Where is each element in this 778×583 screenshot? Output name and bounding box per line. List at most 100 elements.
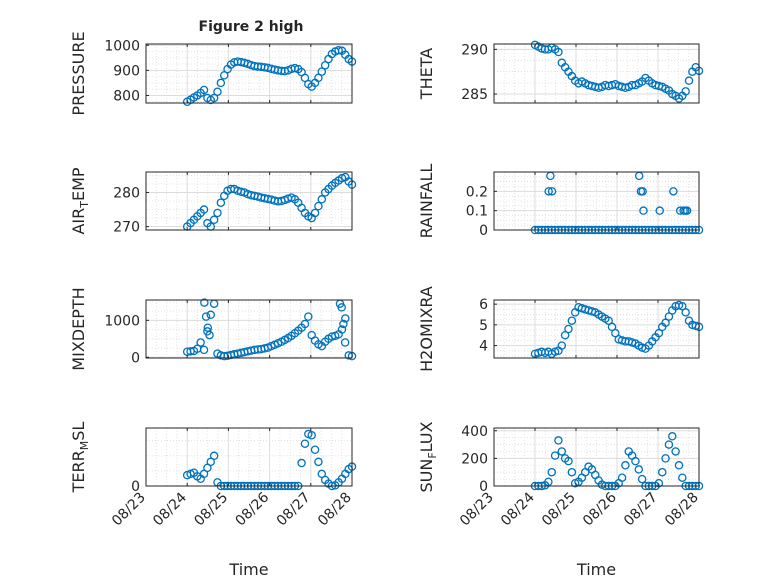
data-point — [337, 325, 347, 334]
axes-box — [493, 427, 700, 487]
x-tick-label: 08/25 — [191, 490, 231, 530]
y-tick-label: 400 — [461, 424, 488, 440]
y-tick-label: 200 — [461, 451, 488, 467]
data-point — [564, 324, 573, 334]
data-point — [674, 461, 684, 470]
subplot-mixdepth: 0 1000 MIXDEPTH — [69, 287, 357, 371]
data-point — [611, 328, 620, 338]
data-point — [196, 338, 205, 347]
x-tick-label: 08/27 — [621, 490, 661, 530]
y-tick-label: 1000 — [104, 38, 140, 54]
data-point — [654, 478, 664, 488]
y-tick-label: 280 — [113, 185, 140, 201]
y-tick-label: 5 — [479, 318, 488, 334]
data-point — [617, 473, 627, 482]
y-axis-label: H2OMIXRA — [417, 286, 436, 372]
data-point — [554, 47, 563, 57]
data-point — [219, 71, 229, 80]
y-tick-label: 0 — [131, 350, 140, 366]
figure-title: Figure 2 high — [199, 19, 304, 35]
data-point — [654, 328, 664, 338]
data-series — [182, 298, 357, 361]
x-axis-label: Time — [228, 560, 268, 579]
data-point — [544, 477, 553, 487]
y-tick-label: 270 — [113, 220, 140, 236]
y-axis-label: THETA — [417, 48, 436, 100]
y-tick-label: 4 — [479, 339, 488, 355]
data-point — [209, 215, 219, 225]
y-axis-label: TERRMSL — [69, 422, 91, 494]
axes-box — [145, 171, 353, 231]
data-point — [550, 451, 560, 460]
data-point — [300, 319, 310, 329]
data-point — [314, 457, 323, 467]
x-tick-label: 08/27 — [274, 490, 314, 530]
y-tick-label: 0 — [479, 223, 488, 239]
subplot-h2omixra: 4 5 6 H2OMIXRA — [417, 286, 704, 372]
data-point — [199, 345, 209, 355]
data-point — [560, 330, 570, 340]
data-point — [567, 316, 577, 325]
y-tick-label: 900 — [113, 63, 140, 79]
data-point — [668, 432, 677, 441]
data-point — [681, 308, 690, 317]
data-point — [671, 447, 680, 456]
data-point — [682, 206, 692, 215]
data-point — [567, 467, 577, 477]
axes-box — [493, 171, 700, 231]
x-tick-label: 08/24 — [150, 489, 190, 529]
grid — [145, 44, 353, 103]
data-point — [655, 206, 664, 215]
data-point — [604, 316, 613, 325]
data-point — [310, 445, 320, 454]
data-point — [678, 301, 687, 311]
axes-box — [493, 299, 700, 359]
y-tick-label: 0.2 — [466, 184, 488, 200]
data-point — [205, 330, 214, 340]
x-tick-label: 08/23 — [109, 490, 149, 530]
data-point — [209, 451, 219, 461]
y-tick-label: 290 — [461, 42, 488, 58]
data-point — [678, 473, 687, 482]
data-point — [664, 440, 674, 449]
data-point — [547, 467, 556, 477]
data-point — [317, 195, 327, 204]
data-point — [661, 454, 670, 463]
data-point — [206, 310, 215, 320]
x-tick-label: 08/26 — [580, 489, 620, 529]
data-series — [530, 300, 704, 359]
data-point — [638, 187, 647, 196]
data-point — [631, 456, 640, 466]
data-point — [339, 319, 348, 329]
data-point — [213, 208, 222, 218]
x-tick-label: 08/26 — [233, 489, 273, 529]
y-tick-label: 0 — [131, 479, 140, 495]
data-point — [661, 318, 670, 328]
data-series — [530, 40, 704, 103]
data-point — [681, 87, 690, 96]
data-point — [669, 187, 678, 196]
data-point — [564, 456, 573, 466]
y-tick-label: 0 — [479, 479, 488, 495]
subplot-rainfall: 0 0.1 0.2 RAINFALL — [417, 164, 704, 239]
data-point — [547, 187, 557, 196]
data-point — [320, 61, 330, 70]
y-axis-label: PRESSURE — [69, 31, 88, 115]
grid — [145, 172, 353, 230]
data-point — [216, 198, 226, 207]
plot-area — [146, 44, 352, 103]
data-point — [304, 312, 313, 321]
data-point — [337, 303, 346, 312]
y-axis-label: SUNFLUX — [417, 421, 439, 492]
data-series — [182, 46, 357, 106]
data-point — [199, 205, 209, 214]
subplot-theta: 285 290 THETA — [417, 40, 704, 104]
y-tick-label: 1000 — [104, 313, 140, 329]
data-point — [634, 465, 644, 474]
data-point — [621, 461, 630, 470]
x-tick-label: 08/25 — [539, 490, 579, 530]
data-point — [557, 341, 567, 350]
data-point — [209, 93, 219, 103]
data-point — [300, 439, 310, 448]
